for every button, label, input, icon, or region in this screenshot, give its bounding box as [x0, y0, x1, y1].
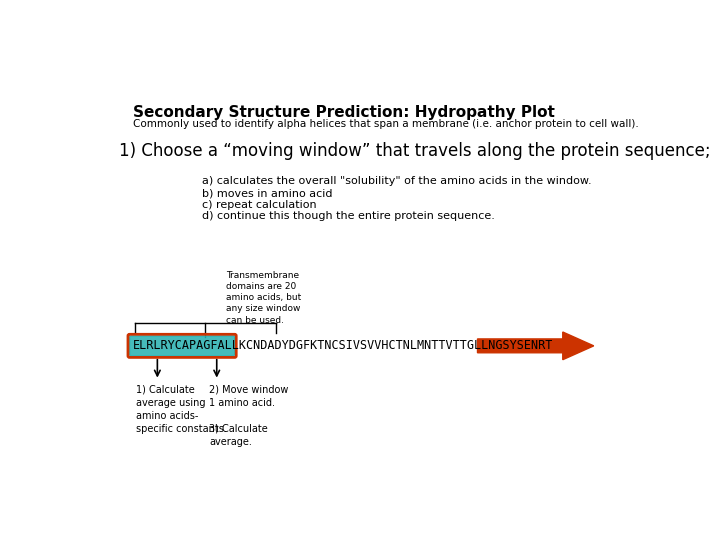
Text: Transmembrane
domains are 20
amino acids, but
any size window
can be used.: Transmembrane domains are 20 amino acids… — [225, 271, 301, 325]
Text: c) repeat calculation: c) repeat calculation — [202, 200, 317, 210]
FancyArrow shape — [477, 332, 594, 360]
Text: 1) Calculate
average using
amino acids-
specific constants.: 1) Calculate average using amino acids- … — [137, 384, 228, 434]
Text: Secondary Structure Prediction: Hydropathy Plot: Secondary Structure Prediction: Hydropat… — [132, 105, 554, 120]
Text: Commonly used to identify alpha helices that span a membrane (i.e. anchor protei: Commonly used to identify alpha helices … — [132, 119, 639, 129]
Text: a) calculates the overall "solubility" of the amino acids in the window.: a) calculates the overall "solubility" o… — [202, 177, 592, 186]
Text: d) continue this though the entire protein sequence.: d) continue this though the entire prote… — [202, 211, 495, 221]
Text: ELRLRYCAPAGFALLKCNDADYDGFKTNCSIVSVVHCTNLMNTTVTTGLLNGSYSENRT: ELRLRYCAPAGFALLKCNDADYDGFKTNCSIVSVVHCTNL… — [132, 339, 553, 353]
Text: b) moves in amino acid: b) moves in amino acid — [202, 188, 333, 198]
Text: 2) Move window
1 amino acid.

3) Calculate
average.: 2) Move window 1 amino acid. 3) Calculat… — [209, 384, 288, 447]
Text: 1) Choose a “moving window” that travels along the protein sequence;: 1) Choose a “moving window” that travels… — [120, 142, 711, 160]
FancyBboxPatch shape — [130, 336, 235, 356]
